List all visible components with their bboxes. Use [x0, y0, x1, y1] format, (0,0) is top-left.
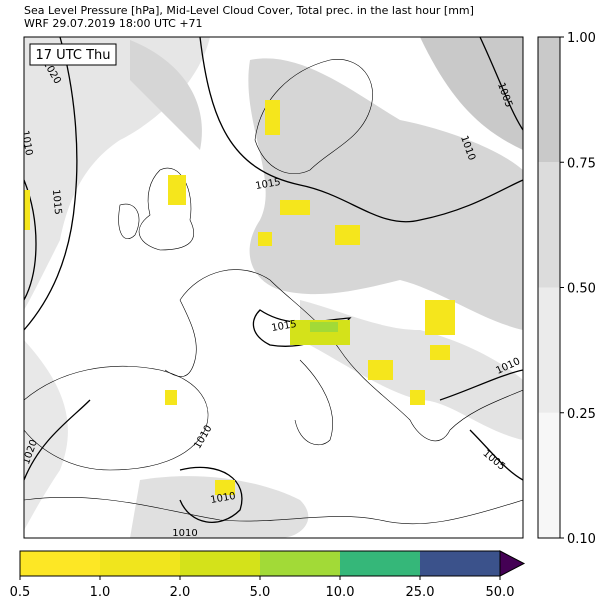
colorbar-band: [20, 551, 100, 576]
time-box: [29, 43, 117, 66]
isobars: [24, 37, 523, 523]
tick-label: 0.10: [567, 532, 596, 547]
tick-label: 50.0: [486, 585, 515, 600]
title: Sea Level Pressure [hPa], Mid-Level Clou…: [24, 4, 474, 17]
precipitation: [24, 100, 455, 495]
tick-label: 1.00: [567, 31, 596, 46]
map: 1020 1010 1015 1015 1005 1010 1015 1010 …: [19, 37, 523, 539]
contour-label: 1015: [50, 189, 63, 215]
contour-label: 1015: [271, 319, 298, 334]
colorbar-band: [260, 551, 340, 576]
colorbar-band: [538, 412, 560, 538]
map-frame: [23, 36, 524, 539]
contour-label: 1015: [255, 177, 282, 192]
tick-label: 10.0: [326, 585, 355, 600]
tick-label: 25.0: [406, 585, 435, 600]
tick-label: 2.0: [170, 585, 191, 600]
tick-label: 0.5: [10, 585, 31, 600]
colorbar-band: [420, 551, 500, 576]
tick-label: 1.0: [90, 585, 111, 600]
colorbar-band: [340, 551, 420, 576]
colorbar-band: [538, 287, 560, 413]
contour-label: 1010: [172, 528, 197, 539]
contour-label: 1010: [19, 130, 34, 157]
colorbar-extend: [499, 550, 526, 577]
subtitle: WRF 29.07.2019 18:00 UTC +71: [24, 17, 203, 30]
cloud-areas: [24, 37, 523, 538]
time-label: 17 UTC Thu: [36, 48, 111, 63]
tick-label: 0.50: [567, 282, 596, 297]
coastlines: [24, 59, 523, 525]
colorbar-band: [538, 37, 560, 163]
colorbar-band: [180, 551, 260, 576]
tick-label: 5.0: [250, 585, 271, 600]
tick-label: 0.75: [567, 156, 596, 171]
colorbar-band: [538, 162, 560, 288]
tick-label: 0.25: [567, 407, 596, 422]
colorbar-band: [100, 551, 180, 576]
contour-label: 1010: [210, 491, 237, 506]
